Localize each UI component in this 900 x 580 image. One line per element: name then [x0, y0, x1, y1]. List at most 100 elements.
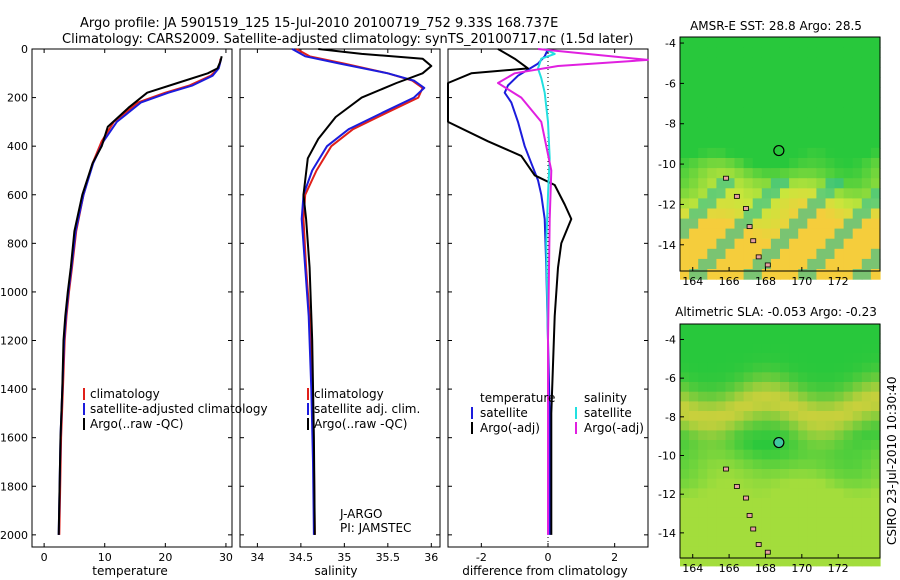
map-cell	[816, 411, 827, 422]
map-cell	[689, 137, 699, 149]
map-cell	[807, 459, 817, 470]
map-cell	[834, 87, 845, 99]
map-cell	[734, 324, 745, 335]
map-cell	[743, 127, 754, 139]
map-cell	[689, 440, 699, 451]
map-cell	[852, 498, 863, 509]
map-cell	[680, 353, 690, 364]
map-cell	[861, 362, 872, 373]
map-cell	[716, 546, 727, 557]
map-cell	[770, 238, 781, 250]
map-cell	[752, 333, 763, 344]
x-tick-label: -2	[476, 551, 487, 564]
map-cell	[780, 333, 790, 344]
map-cell	[743, 67, 754, 78]
map-cell	[861, 178, 872, 189]
map-cell	[825, 507, 836, 518]
map-cell	[861, 158, 872, 169]
map-cell	[734, 459, 745, 470]
map-cell	[761, 449, 772, 460]
map-cell	[707, 353, 717, 364]
map-cell	[789, 546, 799, 557]
map-y-tick-label: -8	[665, 118, 676, 131]
map-cell	[843, 498, 854, 509]
map-cell	[698, 449, 708, 460]
map-cell	[816, 107, 827, 119]
map-cell	[770, 57, 781, 68]
map-cell	[716, 188, 727, 199]
map-cell	[807, 208, 817, 220]
map-y-tick-label: -6	[665, 77, 676, 90]
map-cell	[825, 430, 836, 441]
map-cell	[680, 47, 690, 58]
map-cell	[843, 158, 854, 169]
map-cell	[725, 362, 736, 373]
map-cell	[816, 449, 827, 460]
map-cell	[689, 362, 699, 373]
map-cell	[807, 498, 817, 509]
map-cell	[843, 430, 854, 441]
map-cell	[789, 411, 799, 422]
map-cell	[689, 57, 699, 68]
map-cell	[689, 430, 699, 441]
map-cell	[816, 527, 827, 538]
map-cell	[725, 372, 736, 383]
map-cell	[734, 507, 745, 518]
map-cell	[834, 488, 845, 499]
map-cell	[716, 527, 727, 538]
map-cell	[743, 527, 754, 538]
map-cell	[689, 37, 699, 48]
series-line	[296, 48, 424, 535]
map-cell	[698, 401, 708, 412]
map-cell	[698, 188, 708, 199]
map-cell	[761, 507, 772, 518]
map-cell	[752, 77, 763, 88]
map-cell	[689, 168, 699, 179]
argo-position-marker	[773, 436, 785, 449]
difference-panel: difference from climatology -2 0 2 temperat…	[447, 48, 649, 578]
map-cell	[789, 269, 799, 280]
map-cell	[680, 546, 690, 557]
map-cell	[707, 198, 717, 210]
map-cell	[698, 137, 708, 149]
map-cell	[807, 420, 817, 431]
map-cell	[725, 77, 736, 88]
map-cell	[743, 258, 754, 270]
map-cell	[789, 188, 799, 199]
map-cell	[689, 449, 699, 460]
map-cell	[852, 324, 863, 335]
map-cell	[798, 411, 808, 422]
map-cell	[843, 77, 854, 88]
map-cell	[843, 168, 854, 179]
map-cell	[698, 107, 708, 119]
map-cell	[780, 556, 790, 567]
map-cell	[743, 556, 754, 567]
map-cell	[870, 527, 881, 538]
map-cell	[707, 507, 717, 518]
map-cell	[761, 333, 772, 344]
map-cell	[680, 57, 690, 68]
map-cell	[798, 372, 808, 383]
map-cell	[870, 147, 881, 159]
map-cell	[780, 459, 790, 470]
map-cell	[825, 488, 836, 499]
map-cell	[789, 57, 799, 68]
map-cell	[716, 507, 727, 518]
map-cell	[807, 137, 817, 149]
map-cell	[680, 420, 690, 431]
map-cell	[825, 188, 836, 199]
map-cell	[689, 343, 699, 354]
map-cell	[816, 137, 827, 149]
map-cell	[743, 488, 754, 499]
map-cell	[816, 87, 827, 99]
map-cell	[725, 137, 736, 149]
map-cell	[707, 401, 717, 412]
map-cell	[752, 382, 763, 393]
map-cell	[716, 333, 727, 344]
island	[743, 206, 749, 211]
map-cell	[807, 258, 817, 270]
map-cell	[816, 269, 827, 280]
map-cell	[861, 469, 872, 480]
map-cell	[725, 498, 736, 509]
map-cell	[707, 147, 717, 159]
